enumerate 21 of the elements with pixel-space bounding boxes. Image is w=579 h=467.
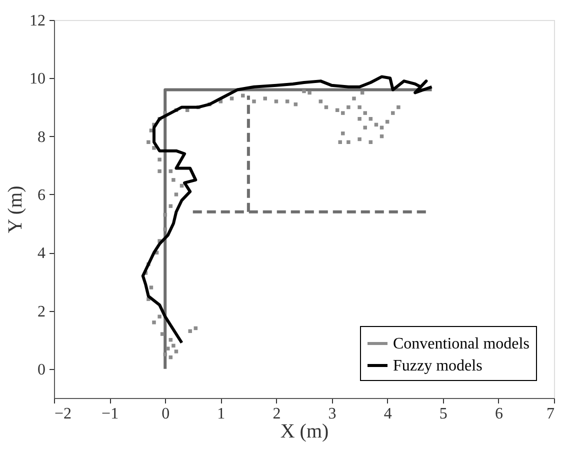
x-tick-label: 1 [217,406,226,422]
legend-label: Fuzzy models [393,358,482,374]
x-tick-label: 4 [384,406,392,422]
y-tick-label: 12 [30,12,46,30]
y-tick-label: 4 [38,245,46,262]
x-axis-title: X (m) [280,420,329,442]
x-tick-label: 2 [272,406,281,422]
y-tick-label: 10 [30,70,46,88]
y-tick-label: 8 [38,128,46,146]
y-tick-label: 2 [38,303,46,320]
y-tick-label: 0 [38,361,46,378]
x-tick-label: 3 [328,406,336,422]
x-tick-label: 6 [494,406,503,422]
x-tick-label: 0 [162,406,170,422]
x-tick-label: 7 [546,406,554,422]
y-axis-title: Y (m) [4,186,26,234]
x-tick-label: −2 [54,406,72,422]
x-tick-label: −1 [102,406,119,422]
x-tick-label: 5 [439,406,448,422]
y-tick-label: 6 [38,186,46,204]
legend-label: Conventional models [393,336,530,352]
